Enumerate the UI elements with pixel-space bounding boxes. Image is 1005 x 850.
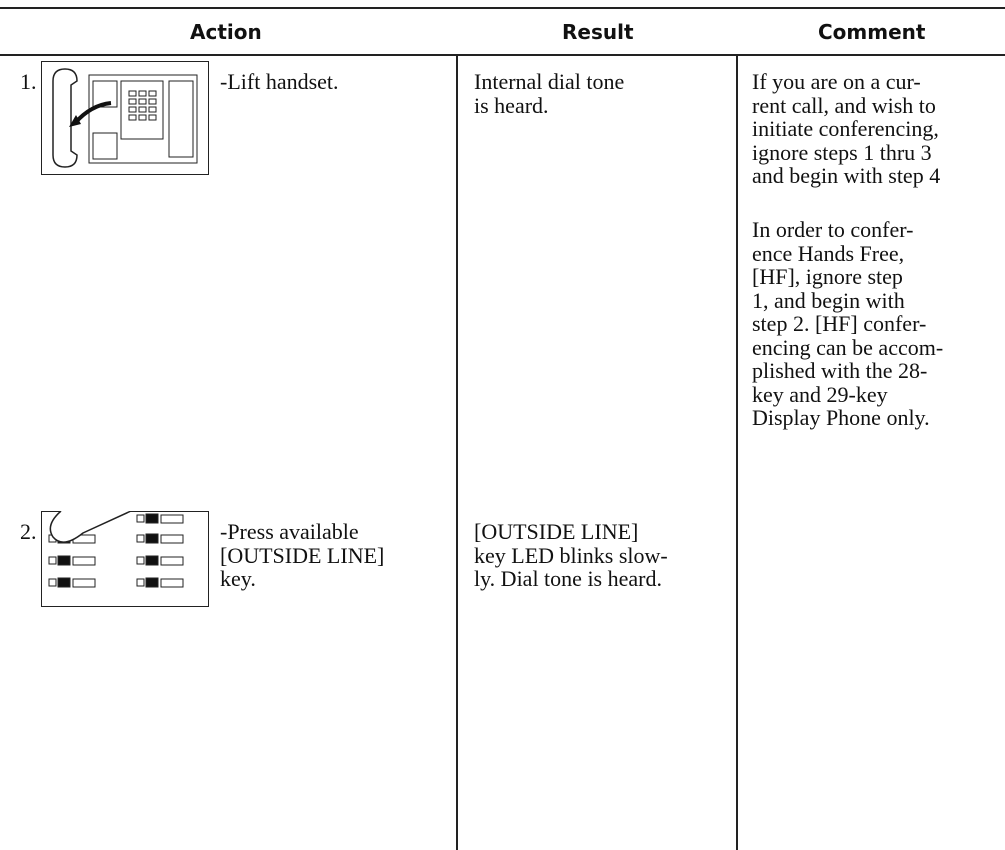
top-rule <box>0 7 1005 9</box>
text-line: [HF], ignore step <box>752 264 903 289</box>
action-text: -Lift handset. <box>220 70 339 94</box>
text-line: [OUTSIDE LINE] <box>474 519 639 544</box>
handset-icon <box>41 61 209 175</box>
step-number: 1. <box>20 69 37 94</box>
comment-paragraph: If you are on a cur-rent call, and wish … <box>752 70 940 188</box>
text-line: key LED blinks slow- <box>474 542 668 568</box>
text-line: -Lift handset. <box>220 69 339 94</box>
text-line: Display Phone only. <box>752 405 930 430</box>
text-line: encing can be accom- <box>752 334 944 360</box>
text-line: If you are on a cur- <box>752 69 921 94</box>
line-key-icon <box>41 511 209 607</box>
header-rule <box>0 54 1005 56</box>
text-line: step 2. [HF] confer- <box>752 311 927 336</box>
header-comment: Comment <box>818 20 926 44</box>
text-line: -Press available <box>220 519 359 544</box>
column-rule <box>456 55 458 850</box>
header-result: Result <box>562 20 634 44</box>
column-rule <box>736 55 738 850</box>
text-line: key and 29-key <box>752 381 888 407</box>
text-line: is heard. <box>474 92 549 118</box>
text-line: In order to confer- <box>752 217 914 242</box>
action-text: -Press available [OUTSIDE LINE] key. <box>220 520 384 591</box>
comment-paragraph: In order to confer-ence Hands Free, [HF],… <box>752 218 943 430</box>
text-line: initiate conferencing, <box>752 116 939 141</box>
text-line: ence Hands Free, <box>752 240 905 266</box>
text-line: ignore steps 1 thru 3 <box>752 139 932 165</box>
result-text: Internal dial tone is heard. <box>474 70 624 117</box>
text-line: key. <box>220 566 256 591</box>
text-line: Internal dial tone <box>474 69 625 94</box>
result-text: [OUTSIDE LINE] key LED blinks slow-ly. Di… <box>474 520 668 591</box>
step-number: 2. <box>20 519 37 544</box>
text-line: plished with the 28- <box>752 358 928 383</box>
text-line: [OUTSIDE LINE] <box>220 542 385 568</box>
text-line: and begin with step 4 <box>752 163 941 188</box>
text-line: 1, and begin with <box>752 287 905 313</box>
text-line: ly. Dial tone is heard. <box>474 566 662 591</box>
text-line: rent call, and wish to <box>752 92 936 118</box>
header-action: Action <box>190 20 262 44</box>
